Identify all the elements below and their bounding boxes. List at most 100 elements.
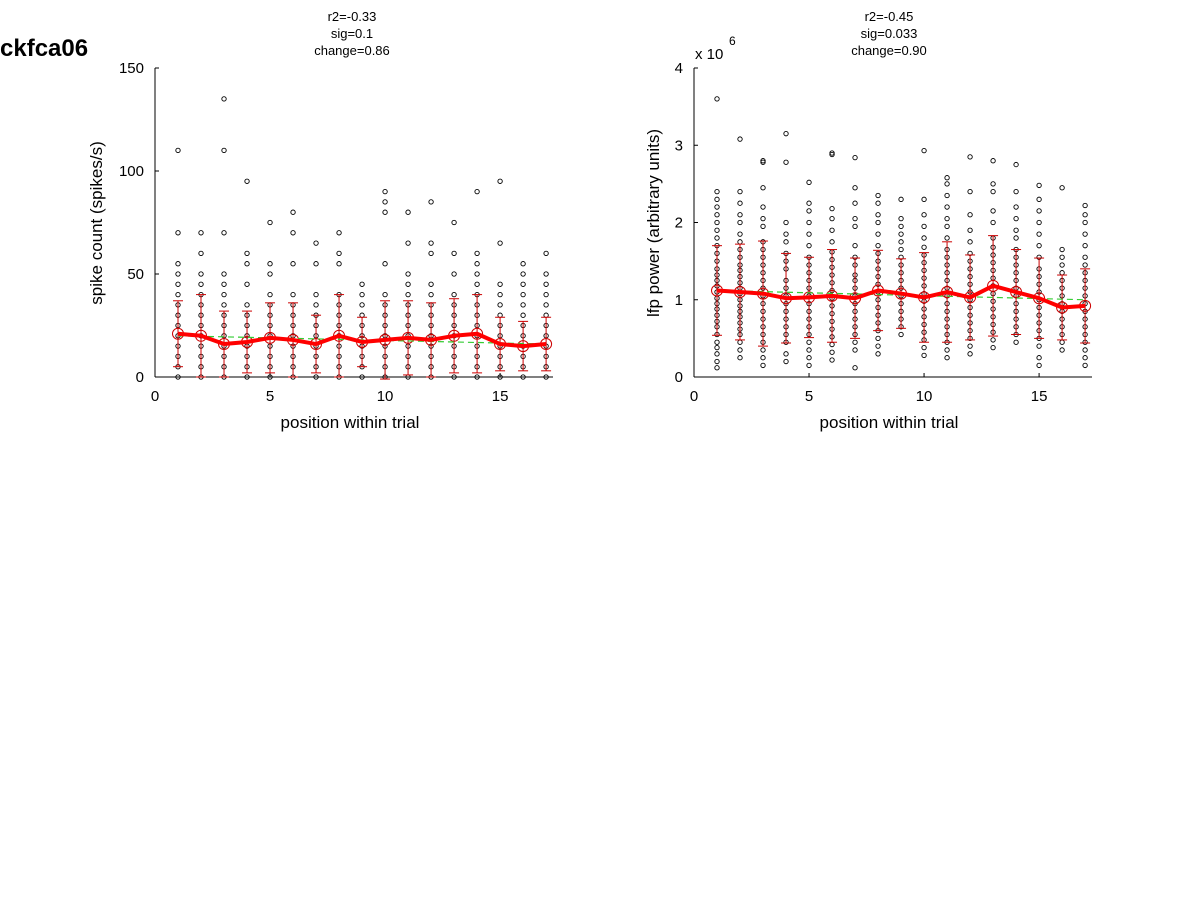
data-point — [359, 374, 365, 380]
x-tick-label: 5 — [805, 388, 813, 405]
data-point — [852, 223, 858, 230]
data-point — [359, 291, 365, 298]
x-axis-label: position within trial — [820, 413, 959, 432]
data-point — [1059, 270, 1065, 276]
data-point — [714, 196, 720, 202]
spike-count-panel: r2=-0.33 sig=0.1 change=0.86 position wi… — [87, 9, 553, 432]
mean-line — [177, 331, 547, 349]
data-point — [405, 281, 411, 287]
data-point — [474, 250, 480, 257]
data-point — [875, 219, 881, 226]
data-point — [783, 219, 789, 226]
y-tick-label: 0 — [675, 369, 683, 386]
y-tick-label: 4 — [675, 60, 683, 77]
data-point — [244, 302, 250, 308]
data-point — [783, 351, 789, 357]
y-tick-label: 3 — [675, 137, 683, 154]
data-point — [175, 271, 181, 277]
data-point — [405, 291, 411, 298]
data-point — [244, 374, 250, 380]
data-point — [244, 178, 250, 184]
data-point — [760, 158, 766, 164]
data-point — [1082, 347, 1088, 353]
panel-title-line-1: r2=-0.45 — [865, 9, 914, 24]
data-point — [714, 365, 720, 371]
data-point — [474, 188, 480, 195]
data-point — [898, 331, 904, 338]
data-point — [175, 281, 181, 287]
data-point — [852, 200, 858, 206]
data-point — [175, 291, 181, 298]
y-axis-label: spike count (spikes/s) — [87, 141, 106, 304]
data-point — [829, 349, 835, 355]
panel-title-line-2: sig=0.033 — [861, 26, 918, 41]
data-point — [760, 159, 766, 165]
data-point — [967, 351, 973, 357]
data-point — [875, 351, 881, 357]
data-point — [474, 374, 480, 380]
panel-title-line-3: change=0.90 — [851, 43, 927, 58]
data-point — [852, 185, 858, 191]
data-point — [898, 231, 904, 237]
data-point — [737, 355, 743, 361]
data-point — [290, 261, 296, 267]
x-tick-label: 15 — [1031, 388, 1048, 405]
data-point — [267, 261, 273, 267]
data-point — [267, 374, 273, 380]
data-point — [451, 374, 457, 380]
data-point — [990, 337, 996, 343]
data-point — [1013, 227, 1019, 233]
data-point — [313, 302, 319, 308]
data-point — [737, 136, 743, 142]
data-point — [1059, 339, 1065, 345]
data-point — [714, 204, 720, 210]
figure-title: ckfca06 — [0, 35, 88, 62]
data-point — [714, 344, 720, 351]
y-axis-exponent: x 10 — [695, 46, 723, 63]
data-point — [497, 302, 503, 308]
data-point — [313, 240, 319, 246]
data-point — [921, 244, 927, 250]
data-point — [760, 223, 766, 230]
data-point — [875, 192, 881, 199]
x-tick-label: 15 — [492, 388, 509, 405]
x-tick-label: 0 — [690, 388, 698, 405]
y-tick-label: 1 — [675, 292, 683, 309]
data-point — [921, 223, 927, 230]
data-point — [714, 235, 720, 241]
data-point — [852, 215, 858, 222]
data-point — [806, 347, 812, 353]
data-point — [221, 281, 227, 287]
panel-title-line-1: r2=-0.33 — [328, 9, 377, 24]
data-point — [714, 188, 720, 195]
data-point — [898, 196, 904, 202]
data-point — [474, 281, 480, 287]
data-point — [829, 150, 835, 156]
data-point — [1059, 246, 1065, 253]
data-point — [944, 215, 950, 222]
y-axis-exponent-power: 6 — [729, 34, 736, 48]
panel-title-line-3: change=0.86 — [314, 43, 390, 58]
data-point — [405, 271, 411, 277]
data-point — [875, 343, 881, 349]
data-point — [221, 96, 227, 102]
data-point — [267, 219, 273, 226]
data-point — [829, 205, 835, 212]
data-point — [198, 281, 204, 287]
data-point — [1059, 347, 1065, 353]
data-point — [852, 243, 858, 249]
data-point — [852, 347, 858, 353]
data-point — [543, 271, 549, 277]
data-point — [543, 250, 549, 257]
data-point — [944, 192, 950, 199]
data-point — [806, 231, 812, 237]
data-point — [714, 96, 720, 102]
data-point — [474, 261, 480, 267]
data-point — [806, 200, 812, 206]
data-point — [806, 355, 812, 361]
data-point — [244, 281, 250, 287]
y-tick-label: 150 — [119, 60, 144, 77]
data-point — [221, 230, 227, 236]
data-point — [1036, 182, 1042, 189]
